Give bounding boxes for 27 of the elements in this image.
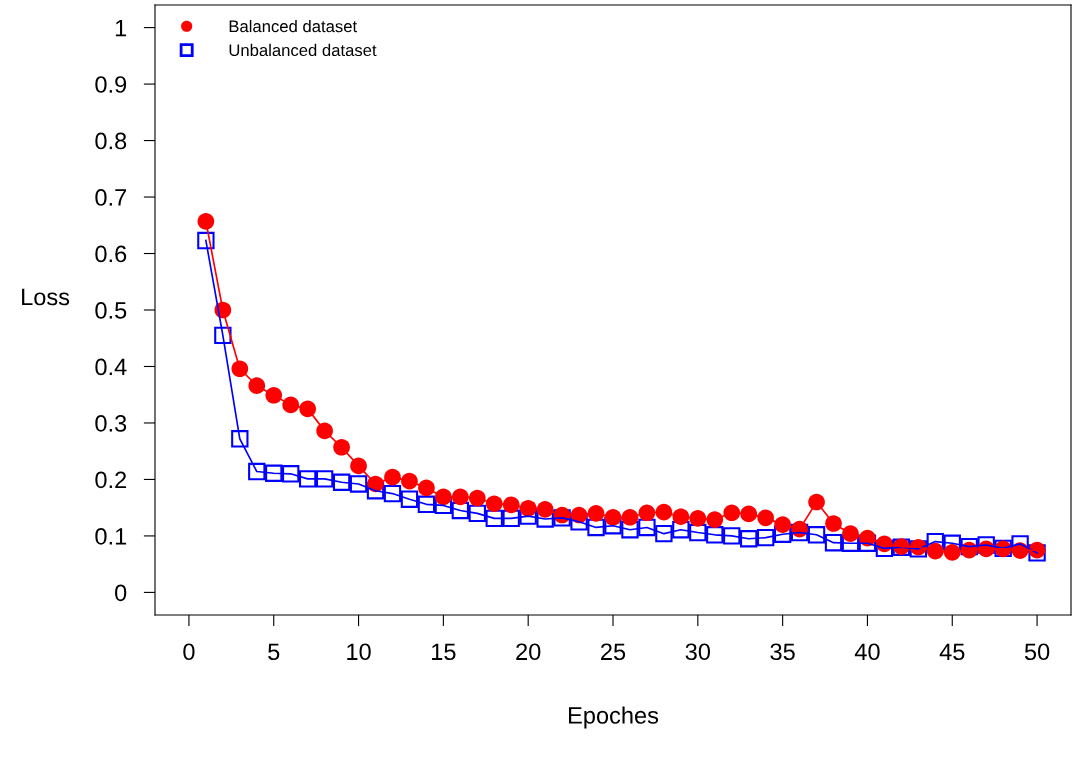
x-tick-label: 5 [268,643,280,661]
x-tick-label: 0 [183,643,195,661]
y-tick-label: 0.6 [95,245,127,263]
legend-label: Balanced dataset [229,20,358,33]
x-tick-label: 20 [516,643,541,661]
y-tick-label: 0.9 [95,76,127,93]
y-tick-label: 0.3 [95,415,127,432]
y-tick-label: 1 [115,19,127,37]
y-axis-title: Loss [22,288,70,306]
y-tick-label: 0.7 [95,189,127,206]
x-tick-label: 15 [432,643,456,661]
x-tick-label: 40 [854,643,880,661]
y-tick-label: 0.8 [95,132,127,150]
y-tick-label: 0.2 [95,471,127,489]
x-tick-label: 45 [939,643,965,661]
y-tick-label: 0 [115,584,127,602]
x-axis-title: Epoches [569,706,659,729]
y-tick-label: 0.5 [95,302,127,319]
x-tick-label: 50 [1024,643,1050,661]
x-tick-label: 25 [601,643,626,661]
x-tick-label: 10 [347,643,371,661]
y-tick-label: 0.1 [95,527,127,545]
legend-label: Unbalanced dataset [229,43,377,57]
y-tick-label: 0.4 [95,358,127,376]
x-tick-label: 35 [770,643,795,661]
x-tick-label: 30 [685,643,711,661]
point [197,212,215,230]
